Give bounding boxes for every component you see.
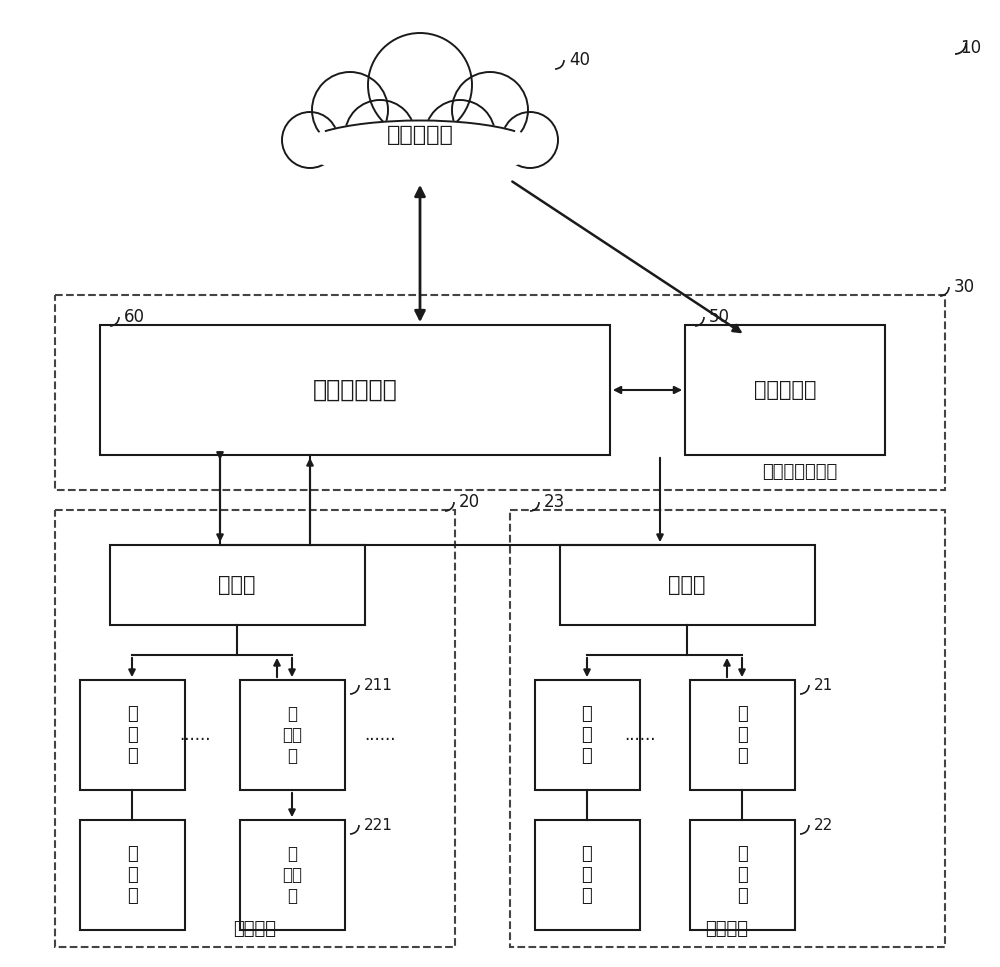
Bar	[510, 510, 945, 947]
Bar	[560, 545, 815, 625]
Text: 211: 211	[364, 678, 393, 692]
Text: 30: 30	[954, 278, 975, 296]
Text: 室外机: 室外机	[668, 575, 706, 595]
Text: 20: 20	[459, 493, 480, 511]
Bar	[685, 325, 885, 455]
Circle shape	[345, 100, 415, 170]
Bar	[80, 820, 185, 930]
Text: 室
内
机: 室 内 机	[737, 705, 747, 765]
Bar	[535, 820, 640, 930]
Text: 60: 60	[124, 308, 145, 326]
Circle shape	[502, 112, 558, 168]
Text: 室
内
机: 室 内 机	[127, 705, 137, 765]
Bar	[240, 820, 345, 930]
Bar	[535, 680, 640, 790]
Circle shape	[282, 112, 338, 168]
Text: 22: 22	[814, 817, 833, 833]
Text: 线
控
器: 线 控 器	[582, 845, 592, 905]
Text: 物联管理平台: 物联管理平台	[313, 378, 397, 402]
Circle shape	[452, 72, 528, 148]
Text: 云多联管理平台: 云多联管理平台	[762, 463, 838, 481]
Text: 21: 21	[814, 678, 833, 692]
Bar	[80, 680, 185, 790]
Bar	[55, 510, 455, 947]
Text: 10: 10	[960, 39, 981, 57]
Bar	[690, 820, 795, 930]
Text: 221: 221	[364, 817, 393, 833]
Text: 空调机组: 空调机组	[234, 920, 276, 938]
Text: 线
控
器: 线 控 器	[737, 845, 747, 905]
Bar	[240, 680, 345, 790]
Bar	[690, 680, 795, 790]
Text: ......: ......	[364, 726, 396, 744]
Circle shape	[425, 100, 495, 170]
Ellipse shape	[300, 121, 540, 175]
Text: 后台服务器: 后台服务器	[754, 380, 816, 400]
Text: 室外机: 室外机	[218, 575, 256, 595]
Circle shape	[368, 33, 472, 137]
Text: 主
线控
器: 主 线控 器	[282, 845, 302, 905]
Text: 主
室内
机: 主 室内 机	[282, 705, 302, 765]
Text: ......: ......	[179, 726, 211, 744]
Text: 40: 40	[569, 51, 590, 69]
Bar	[100, 325, 610, 455]
Text: 云计算平台: 云计算平台	[387, 125, 453, 145]
Circle shape	[312, 72, 388, 148]
Text: ......: ......	[624, 726, 656, 744]
Text: 23: 23	[544, 493, 565, 511]
Text: 线
控
器: 线 控 器	[127, 845, 137, 905]
Text: 空调机组: 空调机组	[706, 920, 748, 938]
Bar	[110, 545, 365, 625]
Bar	[55, 295, 945, 490]
Text: 50: 50	[709, 308, 730, 326]
Text: 室
内
机: 室 内 机	[582, 705, 592, 765]
